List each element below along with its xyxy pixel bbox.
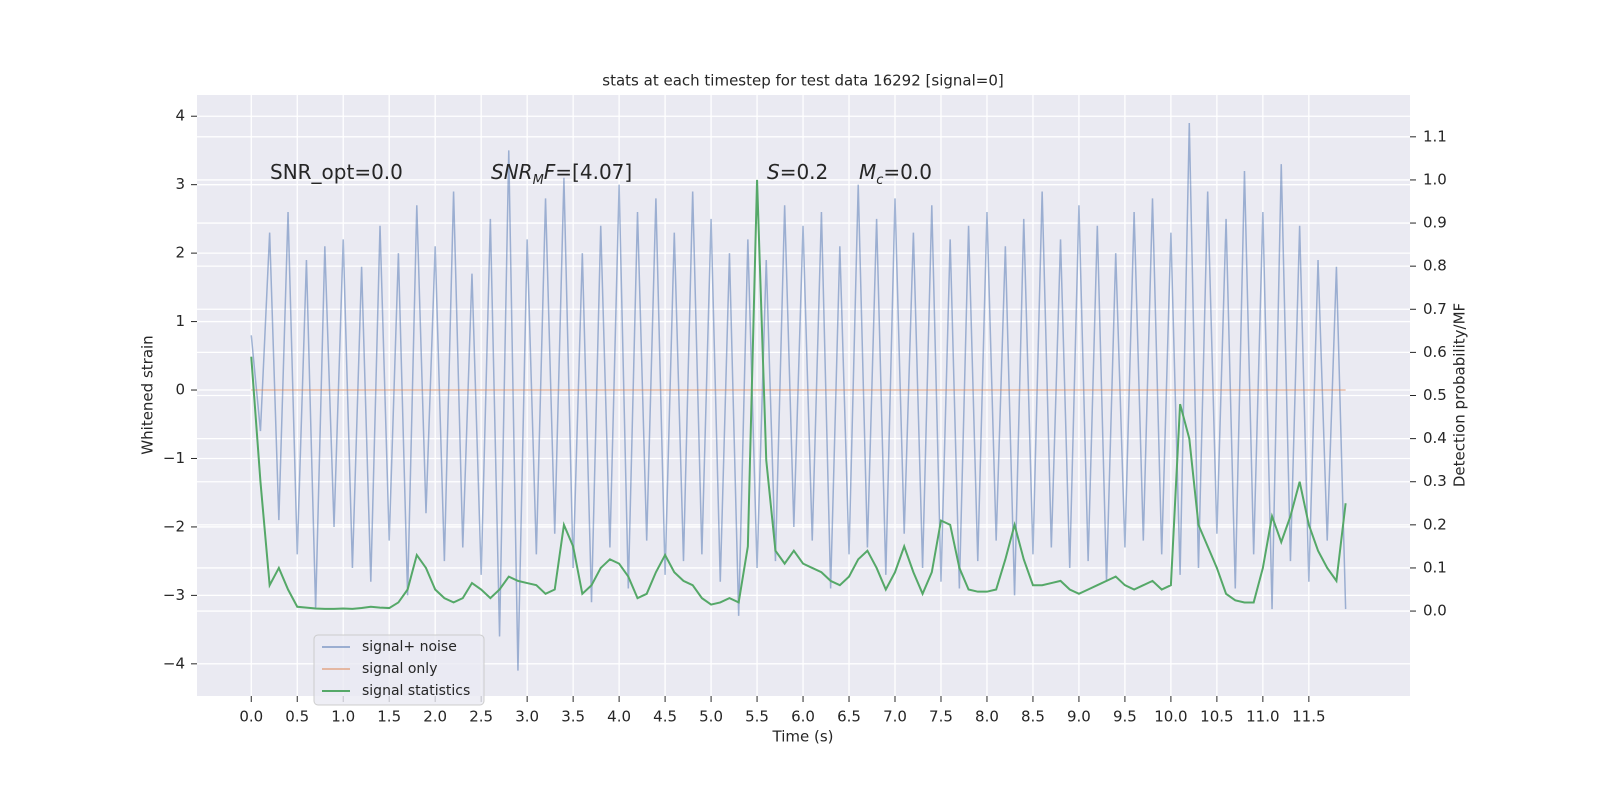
x-tick-label: 3.0 (515, 708, 539, 726)
x-tick-label: 10.0 (1154, 708, 1187, 726)
y-tick-label: −3 (163, 586, 185, 604)
y2-tick-label: 0.0 (1423, 602, 1447, 620)
x-tick-label: 1.5 (377, 708, 401, 726)
annotation-part: =0.0 (883, 160, 932, 184)
x-tick-label: 8.5 (1021, 708, 1045, 726)
y2-tick-label: 0.9 (1423, 214, 1447, 232)
x-tick-label: 11.5 (1292, 708, 1325, 726)
x-tick-label: 6.0 (791, 708, 815, 726)
y-tick-label: −4 (163, 654, 185, 672)
x-tick-label: 7.5 (929, 708, 953, 726)
y2-tick-label: 0.6 (1423, 343, 1447, 361)
x-tick-label: 6.5 (837, 708, 861, 726)
x-tick-label: 8.0 (975, 708, 999, 726)
y2-tick-label: 0.3 (1423, 472, 1447, 490)
x-tick-label: 2.5 (469, 708, 493, 726)
x-tick-label: 9.0 (1067, 708, 1091, 726)
x-tick-label: 0.5 (285, 708, 309, 726)
chart-title: stats at each timestep for test data 162… (602, 72, 1003, 90)
y-tick-label: 4 (175, 107, 185, 125)
y-tick-label: 0 (175, 381, 185, 399)
annotation-part: M (859, 160, 876, 184)
y-tick-label: −1 (163, 449, 185, 467)
y2-tick-label: 1.0 (1423, 170, 1447, 188)
y-axis-label: Whitened strain (139, 335, 157, 454)
annotation: SNR_opt=0.0 (270, 160, 403, 184)
x-tick-label: 5.0 (699, 708, 723, 726)
legend-label: signal+ noise (362, 639, 457, 655)
x-tick-label: 4.0 (607, 708, 631, 726)
annotation-part: M (533, 173, 544, 188)
legend-box (313, 634, 485, 706)
annotation-part: F (544, 160, 556, 184)
y-tick-label: 3 (175, 175, 185, 193)
legend-label: signal statistics (362, 683, 470, 699)
series-line (250, 179, 1347, 610)
y2-tick-label: 0.1 (1423, 558, 1447, 576)
x-tick-label: 5.5 (745, 708, 769, 726)
y2-tick-label: 0.5 (1423, 386, 1447, 404)
y2-tick-label: 1.1 (1423, 127, 1447, 145)
x-tick-label: 1.0 (331, 708, 355, 726)
annotation-part: c (876, 173, 883, 188)
series-line (250, 123, 1347, 671)
x-tick-label: 3.5 (561, 708, 585, 726)
annotation: Mc=0.0 (859, 160, 932, 189)
annotation: S=0.2 (767, 160, 828, 184)
x-tick-label: 11.0 (1246, 708, 1279, 726)
x-tick-label: 0.0 (239, 708, 263, 726)
x-axis-label: Time (s) (772, 728, 834, 746)
annotation-part: =0.2 (780, 160, 829, 184)
y-tick-label: 1 (175, 312, 185, 330)
y-tick-label: 2 (175, 244, 185, 262)
annotation: SNRMF=[4.07] (491, 160, 632, 189)
y2-tick-label: 0.2 (1423, 515, 1447, 533)
x-tick-label: 4.5 (653, 708, 677, 726)
x-tick-label: 2.0 (423, 708, 447, 726)
x-tick-label: 10.5 (1200, 708, 1233, 726)
y2-tick-label: 0.4 (1423, 429, 1447, 447)
y2-tick-label: 0.8 (1423, 257, 1447, 275)
annotation-part: =[4.07] (555, 160, 632, 184)
annotation-part: SNR_opt=0.0 (270, 160, 403, 184)
x-tick-label: 7.0 (883, 708, 907, 726)
annotation-part: S (767, 160, 780, 184)
legend-label: signal only (362, 661, 437, 677)
y2-tick-label: 0.7 (1423, 300, 1447, 318)
annotation-part: SNR (491, 160, 533, 184)
y-tick-label: −2 (163, 517, 185, 535)
x-tick-label: 9.5 (1113, 708, 1137, 726)
y2-axis-label: Detection probability/MF (1451, 303, 1469, 487)
